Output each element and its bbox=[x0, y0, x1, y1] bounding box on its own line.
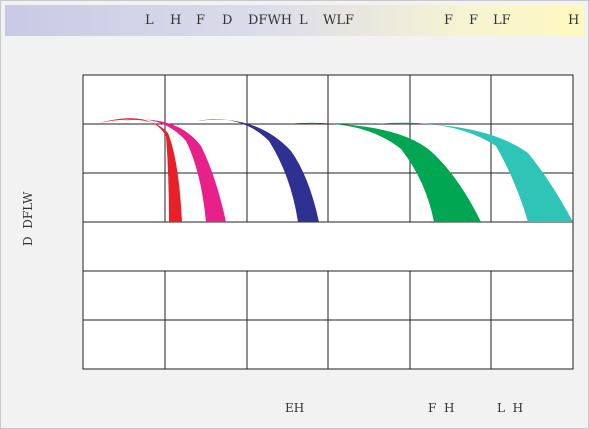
bottom-label: EH bbox=[285, 401, 305, 415]
bottom-label: F H bbox=[428, 401, 455, 415]
teal-arc bbox=[376, 122, 573, 222]
green-arc bbox=[286, 122, 481, 222]
header-label: D bbox=[222, 13, 233, 28]
header-label: DFWH bbox=[248, 13, 293, 28]
header-label: LF bbox=[493, 13, 511, 28]
header-bar: L H F D DFWH L WLF F F LF H bbox=[5, 5, 584, 36]
header-label: H bbox=[170, 13, 182, 28]
header-label: L bbox=[145, 13, 154, 28]
header-label: F bbox=[444, 13, 454, 28]
navy-arc bbox=[197, 119, 319, 222]
red-arc bbox=[99, 118, 182, 222]
vertical-grid-lines bbox=[164, 75, 492, 369]
header-label: H bbox=[568, 13, 580, 28]
header-label: WLF bbox=[323, 13, 355, 28]
header-label: F bbox=[469, 13, 479, 28]
header-labels: L H F D DFWH L WLF F F LF H bbox=[5, 5, 584, 36]
bottom-label: L H bbox=[497, 401, 524, 415]
header-label: L bbox=[299, 13, 308, 28]
header-label: F bbox=[196, 13, 206, 28]
magenta-arc bbox=[121, 119, 226, 222]
